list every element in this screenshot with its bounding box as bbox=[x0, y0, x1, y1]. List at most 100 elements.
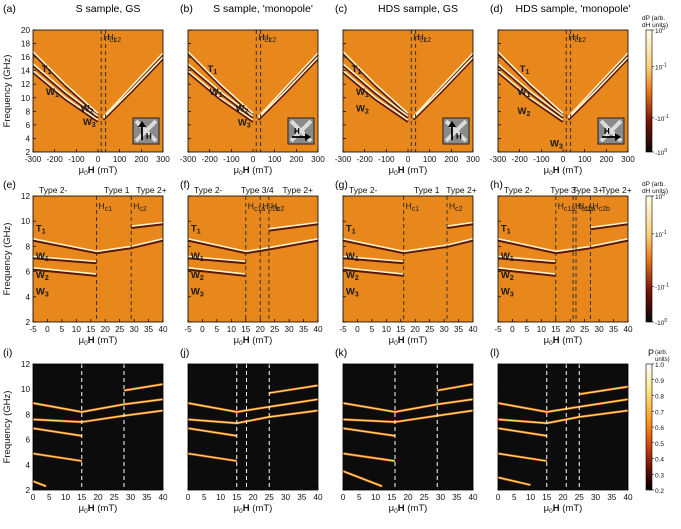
mode-branch-shadow bbox=[498, 268, 556, 277]
colorbar-tick-label: 10-1 bbox=[655, 63, 667, 72]
mode-branch bbox=[498, 267, 556, 275]
field-marker-label: Hc2 bbox=[573, 32, 587, 44]
mode-branch-shadow bbox=[33, 71, 99, 123]
mode-branch bbox=[33, 480, 47, 487]
mode-branch bbox=[446, 221, 473, 227]
x-tick-label: 10 bbox=[61, 493, 71, 502]
colorbar-tick-label: 0.3 bbox=[655, 472, 664, 479]
x-tick-label: 5 bbox=[47, 493, 52, 502]
panel-letter: (d) bbox=[490, 3, 503, 15]
mode-branch-shadow bbox=[33, 256, 97, 265]
plot-frame bbox=[497, 195, 629, 323]
x-axis-label: μ0H (mT) bbox=[389, 165, 428, 177]
colorbar-scale bbox=[645, 195, 653, 323]
mode-branch bbox=[567, 52, 628, 118]
panel-letter: (l) bbox=[490, 347, 499, 359]
plot-content bbox=[188, 51, 318, 123]
x-tick-label: 30 bbox=[285, 325, 295, 334]
x-tick-label: 0 bbox=[45, 325, 50, 334]
mode-label: T1 bbox=[42, 64, 52, 76]
field-marker-label: Hc1a bbox=[248, 201, 266, 213]
mode-label: W2 bbox=[518, 106, 531, 118]
y-tick-label: 8 bbox=[25, 242, 30, 251]
mode-branch bbox=[412, 56, 473, 119]
x-tick-label: -300 bbox=[180, 155, 197, 164]
mode-branch-shadow bbox=[498, 52, 564, 116]
mode-branch bbox=[33, 51, 99, 114]
field-marker-label: Hc1 bbox=[413, 32, 427, 44]
x-tick-label: 5 bbox=[512, 493, 517, 502]
mode-branch bbox=[343, 398, 473, 413]
mode-branch bbox=[188, 238, 246, 253]
y-tick-label: 18 bbox=[21, 40, 31, 49]
region-label: Type 2- bbox=[194, 185, 223, 195]
x-tick-label: 0 bbox=[31, 493, 36, 502]
y-axis-label: Frequency (GHz) bbox=[2, 391, 13, 464]
y-tick-label: 6 bbox=[25, 268, 30, 277]
x-axis-label: μ0H (mT) bbox=[79, 503, 118, 515]
x-tick-label: 30 bbox=[595, 325, 605, 334]
mode-branch-shadow bbox=[188, 52, 254, 116]
plot-content bbox=[498, 221, 628, 277]
inset-bar bbox=[444, 119, 468, 143]
field-marker-label: Hc1 bbox=[568, 32, 582, 44]
mode-branch-shadow bbox=[33, 239, 97, 255]
mode-branch-shadow bbox=[412, 57, 473, 121]
field-marker-label: Hc1 bbox=[258, 32, 272, 44]
mode-branch-shadow bbox=[188, 239, 247, 255]
y-tick-label: 10 bbox=[21, 217, 31, 226]
mode-label: W1 bbox=[191, 251, 204, 263]
field-marker-label: Hc2b bbox=[592, 201, 610, 213]
region-label: Type 3/4 bbox=[241, 185, 274, 195]
inset-icon: H bbox=[597, 117, 625, 145]
plot-frame bbox=[32, 195, 164, 323]
mode-branch bbox=[188, 70, 254, 121]
field-marker-label: Hc1 bbox=[99, 201, 113, 213]
colorbar-tick-label: -10-1 bbox=[655, 283, 669, 292]
colorbar-scale bbox=[645, 29, 653, 153]
x-tick-label: 10 bbox=[216, 493, 226, 502]
mode-branch bbox=[33, 255, 97, 263]
panel-title: HDS sample, 'monopole' bbox=[516, 3, 631, 15]
panel-letter: (b) bbox=[180, 3, 193, 15]
region-label: Type 2- bbox=[349, 185, 378, 195]
x-tick-label: 15 bbox=[387, 493, 397, 502]
mode-label: W2 bbox=[236, 103, 249, 115]
colorbar-scale bbox=[645, 363, 653, 491]
panel-title: S sample, 'monopole' bbox=[213, 3, 313, 15]
mode-branch bbox=[498, 410, 628, 424]
mode-branch-shadow bbox=[245, 239, 318, 255]
field-arrow-label: H bbox=[146, 132, 152, 141]
mode-label: W3 bbox=[550, 139, 563, 151]
x-tick-label: 20 bbox=[93, 493, 103, 502]
x-axis-label: μ0H (mT) bbox=[79, 165, 118, 177]
field-arrow-head bbox=[448, 121, 456, 127]
region-label: Type 3+ bbox=[572, 185, 603, 195]
mode-label: W3 bbox=[501, 286, 514, 298]
x-tick-label: 20 bbox=[248, 493, 258, 502]
mode-branch bbox=[590, 221, 628, 229]
mode-branch-shadow bbox=[188, 256, 246, 265]
x-tick-label: 20 bbox=[558, 493, 568, 502]
x-tick-label: 15 bbox=[232, 493, 242, 502]
x-tick-label: 25 bbox=[270, 325, 280, 334]
region-label: Type 2- bbox=[39, 185, 68, 195]
y-tick-label: 20 bbox=[21, 26, 31, 35]
region-label: Type 1 bbox=[414, 185, 440, 195]
x-tick-label: 5 bbox=[202, 493, 207, 502]
y-tick-label: 4 bbox=[25, 134, 30, 143]
x-tick-label: 100 bbox=[113, 155, 127, 164]
mode-label: T1 bbox=[501, 223, 511, 235]
mode-branch bbox=[498, 476, 531, 486]
mode-label: T1 bbox=[346, 223, 356, 235]
x-tick-label: 200 bbox=[444, 155, 458, 164]
plot-content bbox=[188, 384, 318, 463]
x-tick-label: 15 bbox=[86, 325, 96, 334]
mode-label: W2 bbox=[36, 270, 49, 282]
mode-label: W3 bbox=[83, 117, 96, 129]
